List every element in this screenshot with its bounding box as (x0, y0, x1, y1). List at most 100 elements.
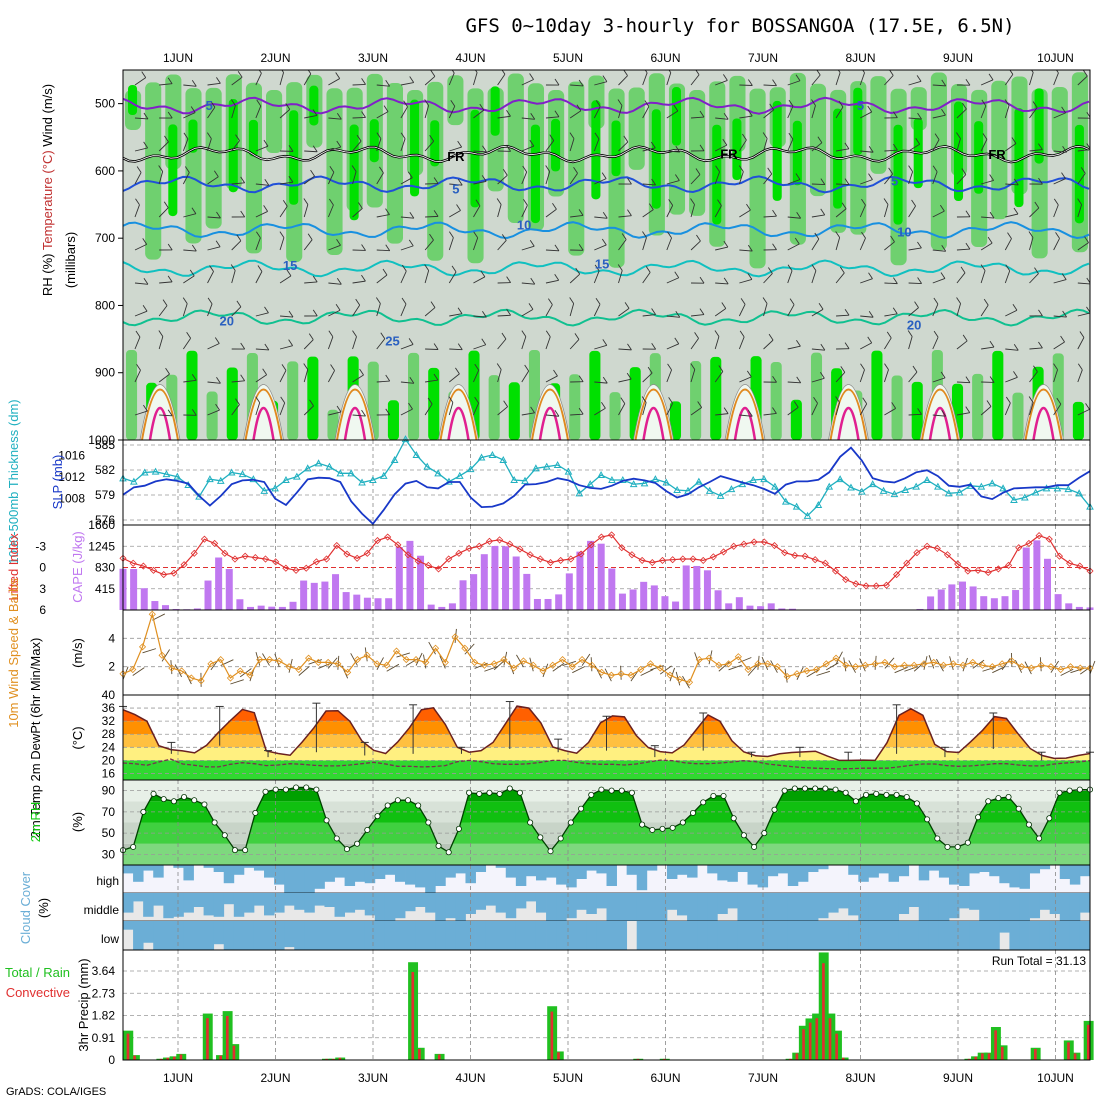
wind-barb-flag (818, 303, 824, 310)
wind-barb-flag (817, 136, 823, 143)
wind-barb (618, 270, 623, 284)
wind-barb (158, 171, 164, 185)
slp-axis-label-part: SLP (mb) (50, 455, 65, 510)
wind-barb (642, 183, 656, 186)
cape-axis-label-part: CAPE (J/kg) (70, 531, 85, 603)
cape-bar (703, 570, 711, 610)
wind-barb-flag (772, 79, 777, 86)
rh2m-point (516, 789, 523, 796)
rh2m-unit-label-part: (%) (70, 812, 85, 832)
wind-barb (1029, 72, 1034, 86)
rh2m-point (822, 785, 829, 792)
cloud-cell (1039, 865, 1051, 870)
wind-speed-point (558, 656, 567, 664)
wind-barb (569, 303, 575, 317)
thickness-point (1075, 489, 1083, 497)
precip-tick-label: 1.82 (92, 1009, 116, 1023)
wind-speed-point (676, 675, 684, 683)
wind-barb-flag (627, 177, 632, 185)
cloud-cell (425, 893, 436, 913)
rh2m-point (1015, 805, 1022, 812)
wind-barb (932, 114, 946, 119)
cloud-cell (868, 865, 879, 878)
rh2m-point (700, 799, 707, 806)
wind-speed-point (549, 661, 557, 669)
cape-bar (618, 593, 626, 610)
wind-barb (908, 205, 916, 218)
wind-barb-flag (189, 269, 195, 277)
cape-bar (363, 597, 371, 610)
cloud-cell (223, 865, 235, 884)
wind-barb-10m (1070, 668, 1084, 674)
rh2m-tick-label: 50 (102, 826, 116, 840)
wind-barb (424, 270, 430, 284)
wind-barb (739, 278, 752, 284)
wind-barb-flag (1061, 172, 1066, 179)
dry-plume (919, 384, 961, 440)
cloud-cell (284, 921, 295, 948)
wind-barb-flag (718, 365, 724, 372)
lifted-index-point (200, 535, 208, 543)
thickness-point (760, 475, 768, 483)
bottom-date-axis: 1JUN 2JUN 3JUN 4JUN 5JUN 6JUN 7JUN 8JUN 9JUN 10JU… (163, 1071, 1074, 1085)
rh2m-point (628, 789, 635, 796)
wind-barb (1004, 74, 1014, 86)
wind-barb (714, 144, 728, 152)
rh-lower (287, 361, 299, 440)
cloud-cell (797, 865, 809, 882)
rh-plume-high (530, 124, 540, 224)
wind-barb (400, 270, 407, 284)
wind-barb-flag (623, 70, 628, 76)
cloud-cell (1009, 893, 1020, 921)
wind-speed-point (207, 660, 215, 668)
wind-barb-flag (575, 267, 581, 275)
cloud-cell (133, 893, 144, 902)
wind-barb (231, 182, 245, 185)
cloud-cell (747, 921, 758, 950)
wind-barb (714, 205, 722, 218)
wind-barb-flag (409, 211, 415, 219)
wind-barb (158, 305, 168, 317)
cloud-cell (535, 893, 547, 913)
wind-barb (811, 74, 821, 86)
cloud-cell (868, 921, 879, 950)
wind-barb-flag (167, 409, 173, 417)
cloud-cell (324, 865, 335, 882)
wind-barb-flag (456, 204, 461, 211)
thickness-point (401, 435, 410, 443)
cloud-cell (1059, 865, 1071, 879)
wind-speed-point (803, 667, 811, 675)
dry-plume (438, 384, 479, 440)
wind-barb (908, 171, 914, 185)
wind-barb-flag (336, 278, 342, 285)
rh2m-point (618, 787, 625, 794)
cloud-cell (475, 921, 487, 950)
wind-barb (932, 336, 939, 350)
cloud-cell (535, 865, 547, 881)
rh2m-point (669, 824, 676, 831)
wind-barb-flag (191, 374, 197, 381)
wind-barb (400, 216, 414, 219)
wind-barb (666, 369, 672, 383)
rh2m-point (679, 819, 686, 826)
rh2m-point (985, 798, 992, 805)
wind-barb (134, 147, 148, 152)
slp-tick-label: 1012 (58, 470, 85, 484)
wind-barb (352, 208, 363, 218)
wind-barb (400, 381, 414, 384)
wind-barb-flag (554, 244, 560, 252)
wind-barb-flag (143, 404, 148, 412)
wind-barb-flag (330, 364, 335, 371)
date-label-bottom: 1JUN (163, 1071, 193, 1085)
wind-barb-flag (651, 342, 657, 350)
rh2m-point (649, 826, 656, 833)
thickness-point (890, 490, 899, 498)
wind-barb-flag (868, 145, 874, 153)
wind-barb (231, 306, 242, 317)
thickness-point (912, 482, 920, 490)
cloud-cell (133, 921, 144, 950)
precip-unit-label-part: 3hr Precip (mm) (76, 958, 91, 1051)
rh2m-point (425, 819, 432, 826)
cloud-cell (405, 921, 416, 950)
wind-barb-flag (240, 374, 246, 382)
